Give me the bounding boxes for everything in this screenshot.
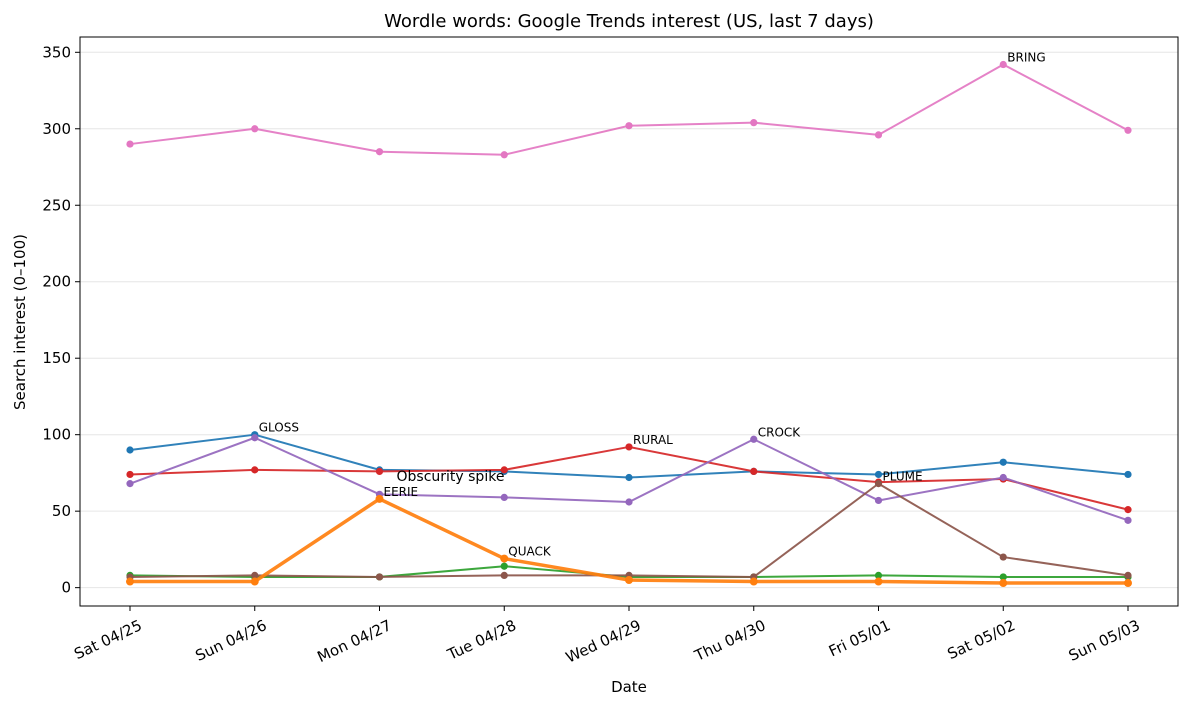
annotation: PLUME [883,470,923,484]
y-tick-label: 50 [52,502,71,520]
x-tick-label: Mon 04/27 [314,616,394,666]
data-point [1124,470,1132,479]
data-point [999,60,1007,69]
annotations: BRING GLOSS RURAL CROCK PLUME EERIE QUACK Obscu… [259,51,1046,559]
data-point [500,151,508,159]
annotation: RURAL [633,433,673,447]
data-point [251,466,259,474]
series-1 [126,431,1132,482]
data-point [375,467,384,475]
data-point [625,575,633,584]
data-point [500,493,508,502]
data-point [1124,516,1132,524]
data-point [500,466,508,474]
y-axis-label: Search interest (0–100) [11,234,29,410]
x-tick-label: Wed 04/29 [563,616,644,666]
data-point [874,577,883,586]
data-point [999,573,1007,581]
data-point [1124,506,1132,514]
annotation: Obscurity spike [397,469,505,485]
annotation: CROCK [758,425,802,439]
y-tick-label: 250 [42,196,71,214]
data-point [126,140,134,148]
x-axis: Sat 04/25 Sun 04/26 Mon 04/27 Tue 04/28 Wed … [71,606,1143,667]
data-point [625,443,633,451]
y-axis: 0 50 100 150 200 250 300 350 [42,43,80,597]
x-tick-label: Sat 04/25 [71,616,144,663]
annotation: GLOSS [259,421,299,435]
x-tick-label: Fri 05/01 [826,616,893,660]
x-tick-label: Sun 05/03 [1066,616,1143,665]
x-tick-label: Thu 04/30 [691,616,769,665]
y-tick-label: 0 [61,579,71,597]
annotation: BRING [1007,51,1045,65]
data-point [750,435,758,443]
series-6 [126,494,1132,588]
x-tick-label: Tue 04/28 [444,616,519,664]
annotation: EERIE [384,485,419,499]
data-point [1124,126,1132,134]
series-3 [126,434,1132,524]
data-point [251,125,259,133]
series-line [129,63,1129,156]
x-axis-label: Date [611,678,647,696]
data-point [375,494,384,503]
y-tick-label: 200 [42,273,71,291]
data-point [500,562,508,570]
data-point [250,577,259,586]
gridlines [80,51,1178,589]
data-point [874,470,883,479]
data-point [251,434,259,442]
data-point [126,480,134,488]
data-point [1124,571,1132,580]
data-point [375,148,384,156]
y-tick-label: 100 [42,426,71,444]
data-point [999,553,1007,561]
y-tick-label: 300 [42,120,71,138]
data-point [625,498,633,506]
annotation: QUACK [508,545,552,559]
data-point [749,577,758,586]
y-tick-label: 350 [42,43,71,61]
data-point [750,467,758,475]
data-point [126,470,134,479]
data-point [251,571,259,580]
x-tick-label: Sun 04/26 [193,616,270,665]
series-0 [126,60,1132,159]
data-point [126,446,134,454]
data-point [625,473,633,482]
data-point [999,458,1007,466]
data-point [874,480,883,488]
data-point [126,577,134,586]
data-point [500,554,509,563]
data-point [625,122,633,130]
data-point [999,473,1007,482]
data-point [375,573,384,581]
data-point [874,496,883,505]
data-point [874,131,883,139]
y-tick-label: 150 [42,349,71,367]
data-point [999,579,1008,588]
x-tick-label: Sat 05/02 [945,616,1018,663]
data-point [1124,579,1132,588]
data-point [750,119,758,127]
series-group [126,60,1132,588]
chart-title: Wordle words: Google Trends interest (US… [384,11,874,32]
data-point [500,571,508,580]
data-point [874,571,883,580]
